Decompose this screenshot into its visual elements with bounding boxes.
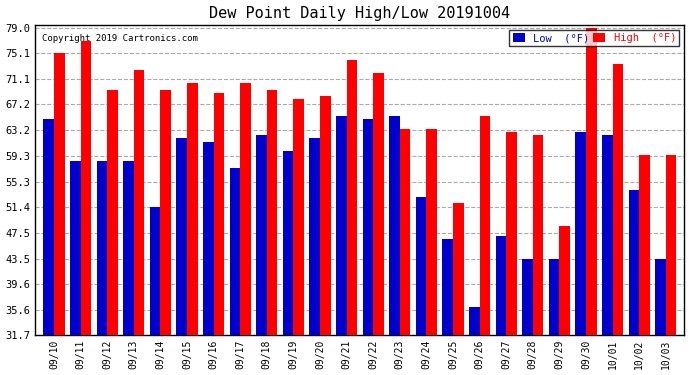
Bar — [107, 90, 118, 335]
Legend: Low  (°F), High  (°F): Low (°F), High (°F) — [509, 30, 679, 46]
Bar — [124, 161, 134, 335]
Bar — [293, 99, 304, 335]
Bar — [177, 138, 187, 335]
Bar — [666, 154, 676, 335]
Bar — [81, 41, 91, 335]
Bar — [400, 129, 411, 335]
Bar — [575, 132, 586, 335]
Bar — [336, 116, 346, 335]
Bar — [522, 258, 533, 335]
Bar — [373, 73, 384, 335]
Bar — [560, 226, 570, 335]
Bar — [495, 236, 506, 335]
Text: Copyright 2019 Cartronics.com: Copyright 2019 Cartronics.com — [42, 34, 198, 43]
Bar — [426, 129, 437, 335]
Bar — [54, 53, 65, 335]
Bar — [267, 90, 277, 335]
Title: Dew Point Daily High/Low 20191004: Dew Point Daily High/Low 20191004 — [209, 6, 511, 21]
Bar — [161, 90, 171, 335]
Bar — [43, 119, 54, 335]
Bar — [187, 83, 197, 335]
Bar — [453, 203, 464, 335]
Bar — [506, 132, 517, 335]
Bar — [586, 28, 597, 335]
Bar — [346, 60, 357, 335]
Bar — [150, 207, 161, 335]
Bar — [283, 151, 293, 335]
Bar — [629, 190, 639, 335]
Bar — [203, 141, 214, 335]
Bar — [416, 197, 426, 335]
Bar — [97, 161, 107, 335]
Bar — [320, 96, 331, 335]
Bar — [70, 161, 81, 335]
Bar — [602, 135, 613, 335]
Bar — [256, 135, 267, 335]
Bar — [639, 154, 650, 335]
Bar — [389, 116, 400, 335]
Bar — [230, 168, 240, 335]
Bar — [240, 83, 251, 335]
Bar — [309, 138, 320, 335]
Bar — [656, 258, 666, 335]
Bar — [469, 307, 480, 335]
Bar — [533, 135, 544, 335]
Bar — [134, 70, 144, 335]
Bar — [549, 258, 560, 335]
Bar — [214, 93, 224, 335]
Bar — [442, 239, 453, 335]
Bar — [362, 119, 373, 335]
Bar — [613, 63, 623, 335]
Bar — [480, 116, 491, 335]
